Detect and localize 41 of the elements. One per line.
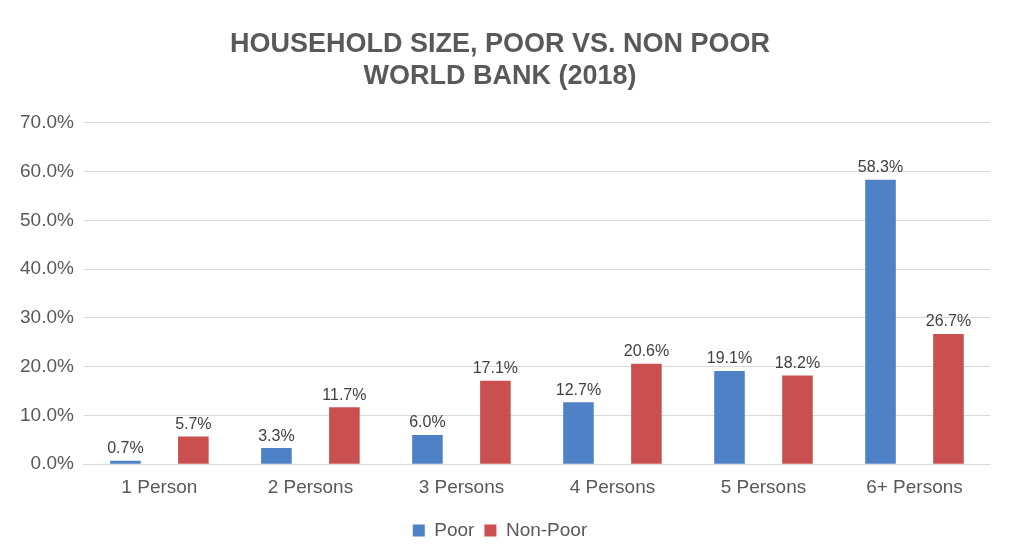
y-tick-label: 10.0%	[20, 403, 74, 425]
data-label: 20.6%	[623, 342, 670, 360]
data-label: 18.2%	[774, 353, 821, 371]
data-label: 17.1%	[472, 359, 519, 377]
bar	[110, 460, 141, 464]
y-tick-label: 0.0%	[30, 452, 74, 474]
x-tick-label: 3 Persons	[418, 475, 505, 497]
x-tick-label: 4 Persons	[569, 475, 656, 497]
legend-label: Non-Poor	[505, 518, 588, 540]
bar	[412, 434, 443, 464]
data-label: 12.7%	[555, 380, 602, 398]
bar	[178, 436, 209, 464]
data-label: 26.7%	[925, 312, 972, 330]
data-label: 3.3%	[258, 426, 295, 444]
bar	[714, 371, 745, 464]
y-tick-label: 50.0%	[20, 208, 74, 230]
y-tick-label: 20.0%	[20, 354, 74, 376]
x-tick-label: 2 Persons	[267, 475, 354, 497]
y-tick-label: 30.0%	[20, 306, 74, 328]
data-label: 11.7%	[322, 385, 367, 403]
data-label: 0.7%	[107, 439, 144, 457]
x-tick-label: 1 Person	[121, 475, 198, 497]
data-label: 6.0%	[409, 413, 446, 431]
x-tick-label: 6+ Persons	[866, 475, 963, 497]
bar	[782, 375, 813, 464]
bar	[261, 448, 292, 464]
bar	[933, 333, 964, 464]
x-tick-label: 5 Persons	[720, 475, 807, 497]
bar	[480, 380, 511, 464]
data-label: 58.3%	[857, 158, 904, 176]
bar	[563, 402, 594, 464]
bar	[865, 179, 896, 464]
chart-title: HOUSEHOLD SIZE, POOR VS. NON POOR WORLD BANK (2018)	[229, 27, 771, 91]
data-label: 5.7%	[175, 414, 212, 432]
data-label: 19.1%	[706, 349, 753, 367]
legend-label: Poor	[434, 518, 476, 540]
y-tick-label: 40.0%	[20, 257, 74, 279]
y-tick-label: 70.0%	[20, 111, 74, 133]
y-tick-label: 60.0%	[20, 159, 74, 181]
bar	[631, 363, 662, 464]
bar	[329, 407, 360, 464]
